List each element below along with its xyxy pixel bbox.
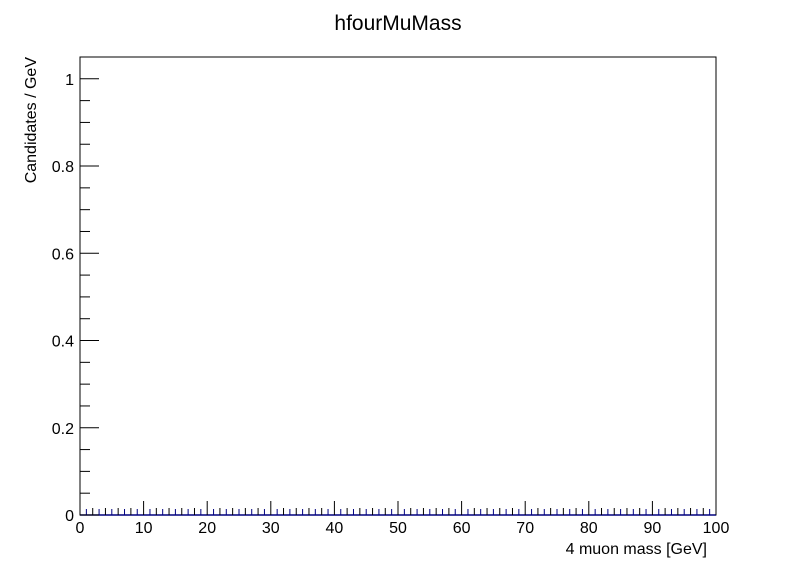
y-tick-label: 0.8 (52, 159, 74, 176)
x-tick-label: 70 (516, 520, 534, 537)
y-tick-label: 1 (65, 72, 74, 89)
x-tick-label: 40 (326, 520, 344, 537)
x-tick-label: 80 (580, 520, 598, 537)
x-tick-label: 60 (453, 520, 471, 537)
chart-title: hfourMuMass (334, 12, 461, 35)
x-tick-label: 20 (198, 520, 216, 537)
y-tick-label: 0.4 (52, 334, 74, 351)
x-tick-label: 50 (389, 520, 407, 537)
x-tick-label: 90 (644, 520, 662, 537)
x-axis-label: 4 muon mass [GeV] (566, 541, 707, 558)
y-axis: 0 0.2 0.4 0.6 0.8 1 (52, 56, 99, 525)
x-tick-label: 0 (76, 520, 85, 537)
y-tick-label: 0 (65, 508, 74, 525)
x-tick-label: 10 (135, 520, 153, 537)
x-axis: 0 10 20 30 40 50 60 70 80 90 100 (76, 501, 730, 537)
x-tick-label: 30 (262, 520, 280, 537)
x-tick-label: 100 (703, 520, 730, 537)
y-tick-label: 0.6 (52, 246, 74, 263)
y-tick-label: 0.2 (52, 421, 74, 438)
y-axis-label: Candidates / GeV (23, 57, 40, 184)
